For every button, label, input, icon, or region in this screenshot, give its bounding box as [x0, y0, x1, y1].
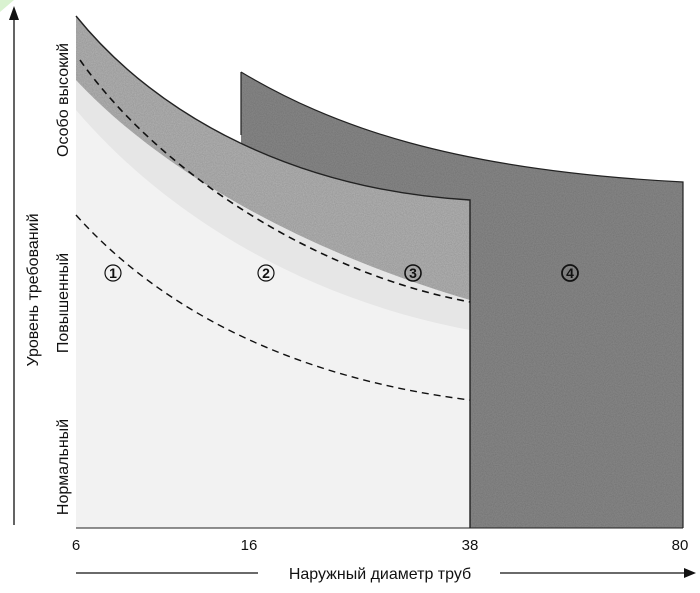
- zone-4-label: 4: [566, 265, 574, 281]
- x-axis-title: Наружный диаметр труб: [289, 566, 471, 583]
- zone-4-top-edge: [240, 71, 684, 528]
- level-normal-label: Нормальный: [55, 419, 72, 515]
- x-tick-label: 38: [462, 537, 479, 554]
- zone-4-marker: 4: [561, 264, 579, 282]
- boundary-upper-dashed: [79, 59, 471, 303]
- corner-mark: [0, 0, 14, 12]
- level-extra-high-label: Особо высокий: [55, 43, 72, 157]
- zone-3-outline: [75, 15, 471, 528]
- zone-2-label: 2: [262, 265, 270, 281]
- zone-3-label: 3: [409, 265, 417, 281]
- y-axis-arrow-head: [9, 6, 19, 20]
- zone-3-marker: 3: [404, 264, 422, 282]
- zone-1-label: 1: [109, 265, 117, 281]
- x-tick-label: 6: [72, 537, 80, 554]
- x-tick-label: 16: [241, 537, 258, 554]
- zone-2-marker: 2: [257, 264, 275, 282]
- zone-1-area: [76, 110, 470, 528]
- level-elevated-label: Повышенный: [55, 253, 72, 353]
- zone-1-marker: 1: [104, 264, 122, 282]
- x-tick-label: 80: [672, 537, 689, 554]
- x-axis-arrow-head: [684, 568, 696, 578]
- y-axis-title: Уровень требований: [25, 213, 42, 366]
